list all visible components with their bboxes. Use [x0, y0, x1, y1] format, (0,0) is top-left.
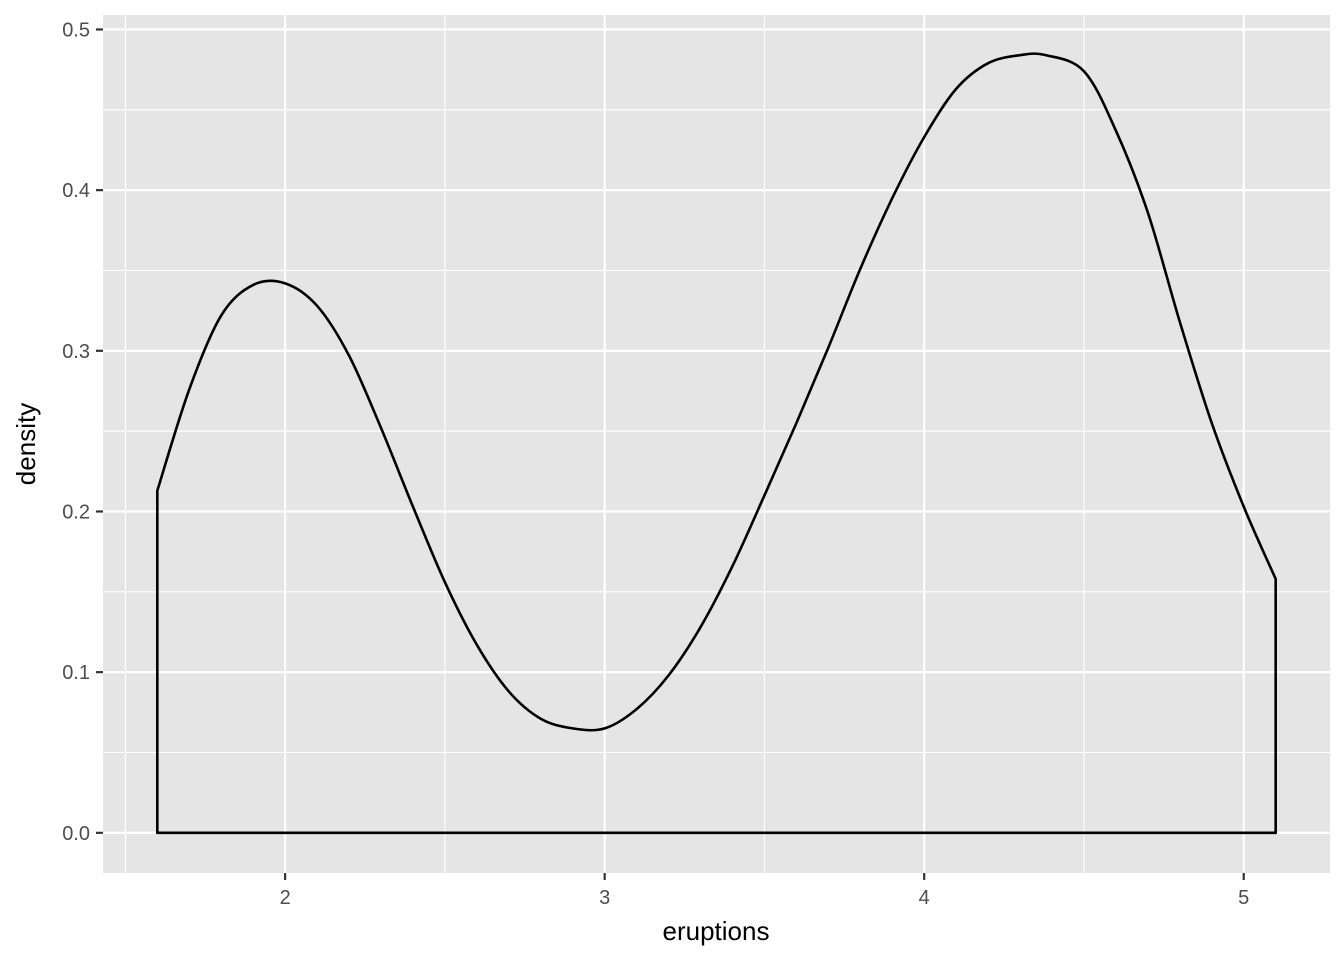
x-tick-label: 5	[1238, 887, 1249, 909]
density-curve	[156, 52, 1277, 835]
x-tick-label: 2	[280, 887, 291, 909]
minor-gridlines	[103, 15, 1330, 873]
x-tick-label: 3	[599, 887, 610, 909]
y-tick-label: 0.3	[62, 341, 90, 363]
y-tick-label: 0.1	[62, 662, 90, 684]
plot-panel	[103, 15, 1330, 873]
y-tick-label: 0.0	[62, 823, 90, 845]
y-tick-label: 0.4	[62, 180, 90, 202]
axis-ticks	[96, 28, 1245, 880]
x-axis-title: eruptions	[663, 916, 770, 946]
y-tick-label: 0.5	[62, 19, 90, 41]
x-tick-label: 4	[919, 887, 930, 909]
y-axis-title: density	[11, 403, 41, 485]
series-layer	[156, 52, 1277, 835]
axis-tick-labels: 2 3 4 5 0.0 0.1 0.2 0.3 0.4 0.5	[62, 19, 1249, 909]
y-tick-label: 0.2	[62, 501, 90, 523]
